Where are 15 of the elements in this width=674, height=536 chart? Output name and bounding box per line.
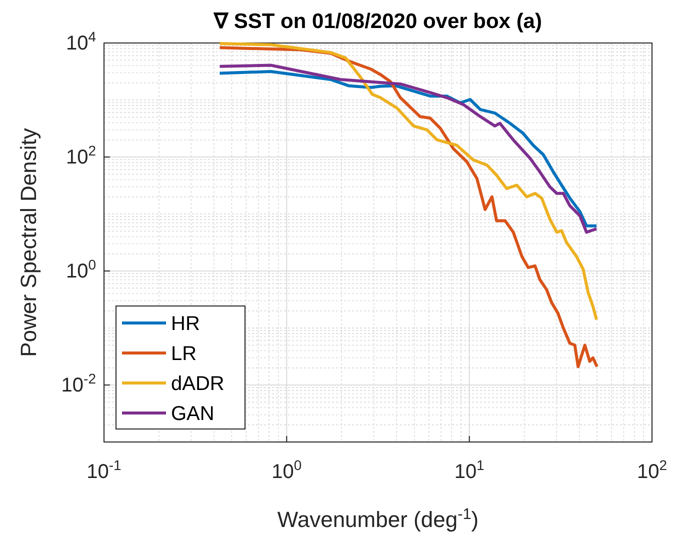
x-tick-label: 10$^{2}$ bbox=[636, 457, 668, 484]
y-tick-label: 10$^{0}$ bbox=[66, 256, 96, 282]
y-tick-label: 10$^{2}$ bbox=[66, 142, 96, 168]
y-tick-label: 10$^{-2}$ bbox=[61, 370, 96, 396]
chart-title: ∇ SST on 01/08/2020 over box (a) bbox=[213, 10, 542, 33]
legend-label: dADR bbox=[171, 373, 224, 395]
x-tick-label: 10$^{0}$ bbox=[272, 457, 302, 484]
y-axis-title: Power Spectral Density bbox=[16, 128, 41, 357]
y-tick-label: 10$^{4}$ bbox=[66, 28, 96, 54]
x-axis-title: Wavenumber (deg$^{-1}$) bbox=[277, 506, 479, 532]
legend-label: HR bbox=[171, 313, 200, 335]
x-tick-label: 10$^{1}$ bbox=[454, 457, 485, 484]
x-tick-label: 10$^{-1}$ bbox=[86, 457, 122, 484]
legend-label: LR bbox=[171, 343, 197, 365]
legend-label: GAN bbox=[171, 403, 214, 425]
